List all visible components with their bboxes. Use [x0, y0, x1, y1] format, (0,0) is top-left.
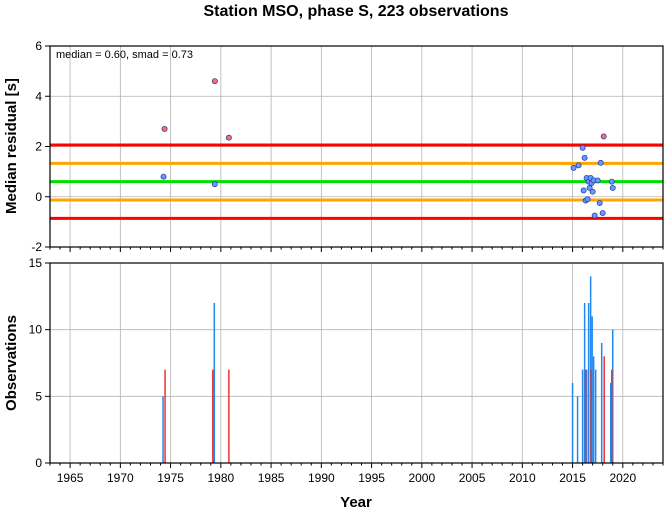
- data-point: [211, 78, 218, 85]
- y-tick-label: 0: [35, 190, 42, 204]
- y-tick-label: -2: [31, 240, 42, 254]
- data-point: [581, 154, 588, 161]
- x-tick-label: 1965: [57, 471, 84, 485]
- observation-bar: [576, 396, 579, 463]
- observation-bar: [600, 343, 603, 463]
- observation-bar: [212, 369, 214, 463]
- data-point: [596, 200, 603, 206]
- observation-bar: [590, 369, 592, 463]
- observation-bar: [592, 356, 595, 463]
- y-tick-label: 5: [35, 389, 42, 403]
- observation-bar: [585, 369, 588, 463]
- observation-bar: [581, 369, 584, 463]
- data-point: [608, 178, 615, 185]
- observations-panel: 0 5 10 15 1965 1970 1975 1980 1985 1990 1995 2000 20…: [29, 256, 664, 485]
- observation-bar: [583, 303, 586, 463]
- x-tick-label: 2000: [408, 471, 435, 485]
- chart-title: Station MSO, phase S, 223 observations: [204, 3, 509, 20]
- data-point: [594, 177, 601, 184]
- observation-bar: [584, 369, 587, 463]
- observation-bar: [587, 303, 590, 463]
- y-tick-label: 6: [35, 39, 42, 53]
- data-point: [609, 185, 616, 191]
- observation-bar: [591, 316, 593, 463]
- y-tick-label: 0: [35, 456, 42, 470]
- y-tick-label: 4: [35, 89, 42, 103]
- data-point: [580, 187, 587, 194]
- x-tick-label: 2020: [609, 471, 636, 485]
- observation-bar: [213, 303, 216, 463]
- median-smad-annotation: median = 0.60, smad = 0.73: [56, 49, 193, 61]
- data-point: [579, 144, 586, 151]
- y-tick-label: 2: [35, 140, 42, 154]
- observation-bar: [571, 383, 574, 463]
- data-point: [589, 188, 596, 195]
- x-tick-label: 2005: [459, 471, 486, 485]
- observation-bar: [164, 369, 166, 463]
- data-point: [584, 196, 591, 203]
- x-tick-label: 1985: [258, 471, 285, 485]
- data-point: [570, 164, 577, 171]
- data-point: [575, 162, 582, 169]
- data-point: [225, 134, 232, 141]
- observation-bar: [610, 369, 613, 463]
- observation-bar: [609, 383, 612, 463]
- bottom-y-axis-label: Observations: [3, 315, 20, 411]
- data-point: [586, 185, 593, 191]
- data-point: [211, 181, 218, 188]
- x-tick-label: 2010: [509, 471, 536, 485]
- y-tick-label: 10: [29, 323, 43, 337]
- data-point: [161, 125, 168, 132]
- x-tick-label: 1975: [157, 471, 184, 485]
- observation-bar: [594, 369, 597, 463]
- observation-bar: [603, 356, 605, 463]
- data-point: [160, 173, 167, 180]
- x-axis-label: Year: [340, 494, 372, 511]
- x-tick-label: 1980: [207, 471, 234, 485]
- y-tick-label: 15: [29, 256, 43, 270]
- data-point: [597, 159, 604, 166]
- x-tick-label: 1990: [308, 471, 335, 485]
- plot-frame: [49, 262, 664, 464]
- residual-panel: -2 0 2 4 6: [31, 39, 664, 254]
- observation-bar: [228, 369, 230, 463]
- data-point: [599, 210, 606, 217]
- observation-bar: [162, 396, 164, 463]
- observation-bar: [612, 329, 614, 463]
- x-tick-label: 1995: [358, 471, 385, 485]
- x-tick-label: 2015: [559, 471, 586, 485]
- data-point: [591, 212, 598, 219]
- top-y-axis-label: Median residual [s]: [3, 78, 20, 214]
- data-point: [600, 133, 607, 140]
- x-tick-label: 1970: [107, 471, 134, 485]
